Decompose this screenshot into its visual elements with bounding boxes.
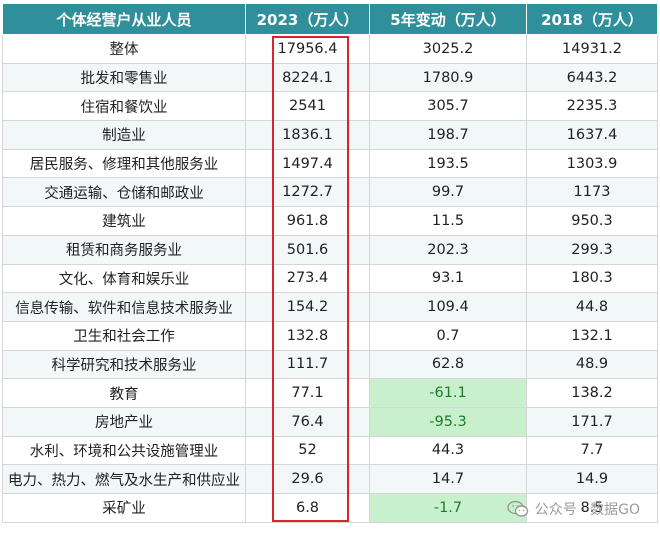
cell-2018: 2235.3 [526, 91, 658, 122]
header-row: 个体经营户从业人员 2023（万人） 5年变动（万人） 2018（万人） [2, 3, 658, 35]
cell-industry: 建筑业 [2, 206, 246, 236]
wechat-icon [507, 500, 528, 517]
cell-change: 1780.9 [369, 62, 527, 93]
header-industry: 个体经营户从业人员 [2, 3, 246, 35]
cell-change: -61.1 [369, 378, 527, 408]
table-row: 采矿业 6.8 -1.7 8.5 [2, 493, 658, 523]
cell-change: 93.1 [369, 263, 527, 294]
cell-industry: 整体 [2, 34, 246, 64]
header-2018: 2018（万人） [526, 3, 658, 35]
header-5yr-change: 5年变动（万人） [369, 3, 527, 35]
cell-2018: 14931.2 [526, 34, 658, 64]
table-row: 信息传输、软件和信息技术服务业 154.2 109.4 44.8 [2, 292, 658, 322]
cell-2023: 52 [245, 435, 370, 466]
cell-2023: 1836.1 [245, 120, 370, 150]
table-row: 居民服务、修理和其他服务业 1497.4 193.5 1303.9 [2, 148, 658, 179]
table-body: 整体 17956.4 3025.2 14931.2 批发和零售业 8224.1 1780.9… [2, 34, 658, 523]
cell-industry: 文化、体育和娱乐业 [2, 263, 246, 294]
table-row: 文化、体育和娱乐业 273.4 93.1 180.3 [2, 263, 658, 294]
watermark-text: 公众号 · 数据GO [534, 502, 640, 518]
cell-industry: 居民服务、修理和其他服务业 [2, 148, 246, 179]
table-row: 水利、环境和公共设施管理业 52 44.3 7.7 [2, 435, 658, 466]
cell-2023: 111.7 [245, 349, 370, 380]
cell-industry: 信息传输、软件和信息技术服务业 [2, 292, 246, 322]
cell-industry: 科学研究和技术服务业 [2, 349, 246, 380]
cell-2018: 8.5 [526, 493, 658, 523]
cell-industry: 教育 [2, 378, 246, 408]
cell-industry: 电力、热力、燃气及水生产和供应业 [2, 464, 246, 494]
table-row: 租赁和商务服务业 501.6 202.3 299.3 [2, 234, 658, 265]
cell-change: 198.7 [369, 120, 527, 150]
watermark: 公众号 · 数据GO [507, 499, 640, 519]
cell-change: 305.7 [369, 91, 527, 122]
cell-industry: 住宿和餐饮业 [2, 91, 246, 122]
cell-2023: 29.6 [245, 464, 370, 494]
cell-change: 3025.2 [369, 34, 527, 64]
cell-2023: 154.2 [245, 292, 370, 322]
cell-change: 0.7 [369, 320, 527, 351]
cell-change: -95.3 [369, 406, 527, 437]
table-row: 交通运输、仓储和邮政业 1272.7 99.7 1173 [2, 177, 658, 208]
cell-2018: 6443.2 [526, 62, 658, 93]
cell-2023: 17956.4 [245, 34, 370, 64]
cell-industry: 租赁和商务服务业 [2, 234, 246, 265]
table-row: 批发和零售业 8224.1 1780.9 6443.2 [2, 62, 658, 93]
employment-table: 个体经营户从业人员 2023（万人） 5年变动（万人） 2018（万人） 整体 1… [2, 3, 658, 523]
table-row: 科学研究和技术服务业 111.7 62.8 48.9 [2, 349, 658, 380]
cell-industry: 卫生和社会工作 [2, 320, 246, 351]
table-row: 整体 17956.4 3025.2 14931.2 [2, 34, 658, 64]
cell-change: 193.5 [369, 148, 527, 179]
cell-2023: 132.8 [245, 320, 370, 351]
cell-2018: 1637.4 [526, 120, 658, 150]
table-row: 住宿和餐饮业 2541 305.7 2235.3 [2, 91, 658, 122]
cell-2023: 76.4 [245, 406, 370, 437]
cell-2023: 2541 [245, 91, 370, 122]
cell-2018: 180.3 [526, 263, 658, 294]
cell-change: 11.5 [369, 206, 527, 236]
cell-2018: 48.9 [526, 349, 658, 380]
cell-change: 62.8 [369, 349, 527, 380]
cell-2018: 171.7 [526, 406, 658, 437]
cell-change: -1.7 [369, 493, 527, 523]
cell-change: 14.7 [369, 464, 527, 494]
cell-industry: 水利、环境和公共设施管理业 [2, 435, 246, 466]
cell-2018: 132.1 [526, 320, 658, 351]
cell-industry: 制造业 [2, 120, 246, 150]
cell-2018: 44.8 [526, 292, 658, 322]
table-row: 制造业 1836.1 198.7 1637.4 [2, 120, 658, 150]
cell-change: 109.4 [369, 292, 527, 322]
table-row: 建筑业 961.8 11.5 950.3 [2, 206, 658, 236]
cell-2023: 1272.7 [245, 177, 370, 208]
cell-2018: 1303.9 [526, 148, 658, 179]
cell-2018: 138.2 [526, 378, 658, 408]
cell-industry: 房地产业 [2, 406, 246, 437]
cell-industry: 交通运输、仓储和邮政业 [2, 177, 246, 208]
cell-2018: 299.3 [526, 234, 658, 265]
cell-2023: 501.6 [245, 234, 370, 265]
cell-2018: 7.7 [526, 435, 658, 466]
cell-industry: 采矿业 [2, 493, 246, 523]
cell-2023: 6.8 [245, 493, 370, 523]
cell-industry: 批发和零售业 [2, 62, 246, 93]
cell-2023: 961.8 [245, 206, 370, 236]
cell-2018: 14.9 [526, 464, 658, 494]
table-row: 卫生和社会工作 132.8 0.7 132.1 [2, 320, 658, 351]
table-row: 电力、热力、燃气及水生产和供应业 29.6 14.7 14.9 [2, 464, 658, 494]
table-row: 教育 77.1 -61.1 138.2 [2, 378, 658, 408]
cell-2023: 77.1 [245, 378, 370, 408]
cell-change: 44.3 [369, 435, 527, 466]
cell-change: 99.7 [369, 177, 527, 208]
cell-change: 202.3 [369, 234, 527, 265]
cell-2023: 8224.1 [245, 62, 370, 93]
header-2023: 2023（万人） [245, 3, 370, 35]
cell-2018: 950.3 [526, 206, 658, 236]
cell-2023: 1497.4 [245, 148, 370, 179]
cell-2018: 1173 [526, 177, 658, 208]
cell-2023: 273.4 [245, 263, 370, 294]
table-row: 房地产业 76.4 -95.3 171.7 [2, 406, 658, 437]
